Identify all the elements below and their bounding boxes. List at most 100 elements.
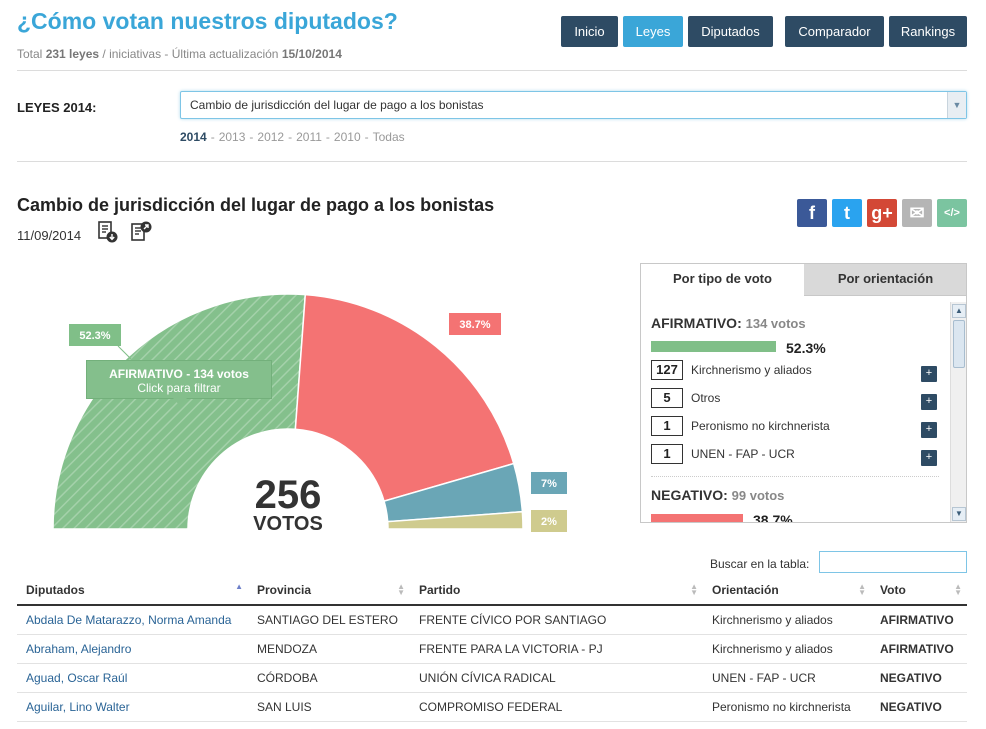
sort-icon[interactable]: ▲ ▼	[954, 582, 962, 597]
table-row: Aguilar, Lino Walter SAN LUIS COMPROMISO F…	[17, 692, 967, 722]
tooltip-hint: Click para filtrar	[137, 381, 221, 395]
scroll-down-icon[interactable]: ▼	[952, 507, 966, 521]
sort-icon[interactable]: ▲ ▼	[690, 582, 698, 597]
negative-pct: 38.7%	[753, 512, 793, 523]
total-votes-unit: VOTOS	[253, 513, 323, 535]
scroll-up-icon[interactable]: ▲	[952, 304, 966, 318]
law-select[interactable]: Cambio de jurisdicción del lugar de pago…	[180, 91, 967, 119]
table-search-label: Buscar en la tabla:	[710, 557, 810, 571]
party-cell: FRENTE CÍVICO POR SANTIAGO	[410, 605, 703, 635]
slice-pct-label: 7%	[541, 478, 557, 490]
affirmative-bar	[651, 341, 776, 352]
negative-section-title: NEGATIVO: 99 votos	[651, 487, 785, 503]
slice-label-badge	[449, 313, 501, 335]
sort-icon[interactable]: ▲ ▼	[858, 582, 866, 597]
orientation-cell: Kirchnerismo y aliados	[703, 634, 871, 664]
law-select-value: Cambio de jurisdicción del lugar de pago…	[190, 98, 484, 112]
vote-cell: AFIRMATIVO	[871, 634, 967, 664]
group-row: 5 Otros +	[651, 388, 941, 410]
party-cell: COMPROMISO FEDERAL	[410, 692, 703, 722]
group-row: 1 Peronismo no kirchnerista +	[651, 416, 941, 438]
email-icon[interactable]: ✉	[902, 199, 932, 227]
vote-cell: AFIRMATIVO	[871, 605, 967, 635]
slice-negativo[interactable]	[294, 293, 515, 503]
sort-ascending-icon[interactable]: ▲	[235, 582, 243, 591]
party-cell: FRENTE PARA LA VICTORIA - PJ	[410, 634, 703, 664]
orientation-cell: UNEN - FAP - UCR	[703, 663, 871, 693]
header-divider	[17, 70, 967, 71]
page-subtitle: Total 231 leyes / iniciativas - Última a…	[17, 47, 342, 61]
year-all-link[interactable]: Todas	[372, 130, 405, 144]
affirmative-section-title: AFIRMATIVO: 134 votos	[651, 315, 806, 331]
slice-label-badge	[69, 324, 121, 346]
year-2011-link[interactable]: 2011	[296, 130, 322, 144]
deputy-name-link[interactable]: Abraham, Alejandro	[17, 634, 248, 664]
table-row: Abdala De Matarazzo, Norma Amanda SANTIAG…	[17, 605, 967, 635]
column-header-party[interactable]: Partido ▲ ▼	[410, 575, 703, 606]
column-header-deputies[interactable]: Diputados ▲	[17, 575, 248, 606]
deputy-name-link[interactable]: Aguad, Oscar Raúl	[17, 663, 248, 693]
year-2010-link[interactable]: 2010	[333, 130, 361, 144]
slice-afirmativo[interactable]	[52, 293, 307, 530]
law-date: 11/09/2014	[17, 228, 82, 243]
group-row: 127 Kirchnerismo y aliados +	[651, 360, 941, 382]
slice-label-badge	[531, 510, 567, 532]
chart-tooltip: AFIRMATIVO - 134 votos Click para filtra…	[86, 360, 272, 406]
slice-label-badge	[531, 472, 567, 494]
nav-comparador-button[interactable]: Comparador	[785, 16, 884, 47]
nav-leyes-button[interactable]: Leyes	[623, 16, 683, 47]
google-plus-icon[interactable]: g+	[867, 199, 897, 227]
tab-vote-type[interactable]: Por tipo de voto	[641, 264, 804, 296]
page-title: ¿Cómo votan nuestros diputados?	[17, 8, 398, 34]
slice-pct-label: 52.3%	[79, 330, 110, 342]
nav-diputados-button[interactable]: Diputados	[688, 16, 773, 47]
nav-inicio-button[interactable]: Inicio	[561, 16, 618, 47]
tab-orientation[interactable]: Por orientación	[804, 264, 966, 296]
nav-rankings-button[interactable]: Rankings	[889, 16, 967, 47]
expand-plus-icon[interactable]: +	[921, 450, 937, 466]
facebook-icon[interactable]: f	[797, 199, 827, 227]
deputy-name-link[interactable]: Abdala De Matarazzo, Norma Amanda	[17, 605, 248, 635]
chevron-down-icon[interactable]: ▼	[947, 92, 966, 118]
slice-pct-label: 38.7%	[459, 319, 490, 331]
affirmative-pct: 52.3%	[786, 340, 826, 356]
panel-scrollbar[interactable]: ▲ ▼	[950, 302, 966, 522]
scroll-thumb[interactable]	[953, 320, 965, 368]
slice-ausente[interactable]	[386, 510, 524, 530]
party-cell: UNIÓN CÍVICA RADICAL	[410, 663, 703, 693]
expand-plus-icon[interactable]: +	[921, 366, 937, 382]
province-cell: MENDOZA	[248, 634, 410, 664]
leader-line	[117, 345, 132, 360]
group-row: 1 UNEN - FAP - UCR +	[651, 444, 941, 466]
total-laws: 231 leyes	[45, 47, 100, 61]
year-2013-link[interactable]: 2013	[218, 130, 246, 144]
last-update-date: 15/10/2014	[281, 47, 342, 61]
law-title: Cambio de jurisdicción del lugar de pago…	[17, 195, 495, 215]
twitter-icon[interactable]: t	[832, 199, 862, 227]
column-header-orientation[interactable]: Orientación ▲ ▼	[703, 575, 871, 606]
total-votes-number: 256	[255, 473, 322, 517]
laws-filter-label: LEYES 2014:	[17, 100, 97, 115]
column-header-vote[interactable]: Voto ▲ ▼	[871, 575, 967, 606]
expand-plus-icon[interactable]: +	[921, 394, 937, 410]
deputy-name-link[interactable]: Aguilar, Lino Walter	[17, 692, 248, 722]
vote-cell: NEGATIVO	[871, 692, 967, 722]
sort-icon[interactable]: ▲ ▼	[397, 582, 405, 597]
slice-pct-label: 2%	[541, 516, 557, 528]
download-document-icon[interactable]	[97, 221, 119, 243]
embed-code-icon[interactable]: </>	[937, 199, 967, 227]
vote-breakdown-panel: Por tipo de voto Por orientación AFIRMAT…	[640, 263, 967, 523]
province-cell: CÓRDOBA	[248, 663, 410, 693]
province-cell: SAN LUIS	[248, 692, 410, 722]
tooltip-title: AFIRMATIVO - 134 votos	[109, 367, 249, 381]
expand-plus-icon[interactable]: +	[921, 422, 937, 438]
orientation-cell: Kirchnerismo y aliados	[703, 605, 871, 635]
vote-cell: NEGATIVO	[871, 663, 967, 693]
column-header-province[interactable]: Provincia ▲ ▼	[248, 575, 410, 606]
negative-bar	[651, 514, 743, 522]
open-document-icon[interactable]	[130, 221, 152, 243]
votes-half-donut-chart[interactable]: 52.3% 38.7% 7% 2% 256 VOTOS	[0, 262, 640, 552]
year-2014-link[interactable]: 2014	[180, 130, 207, 144]
table-search-input[interactable]	[819, 551, 967, 573]
year-2012-link[interactable]: 2012	[257, 130, 285, 144]
